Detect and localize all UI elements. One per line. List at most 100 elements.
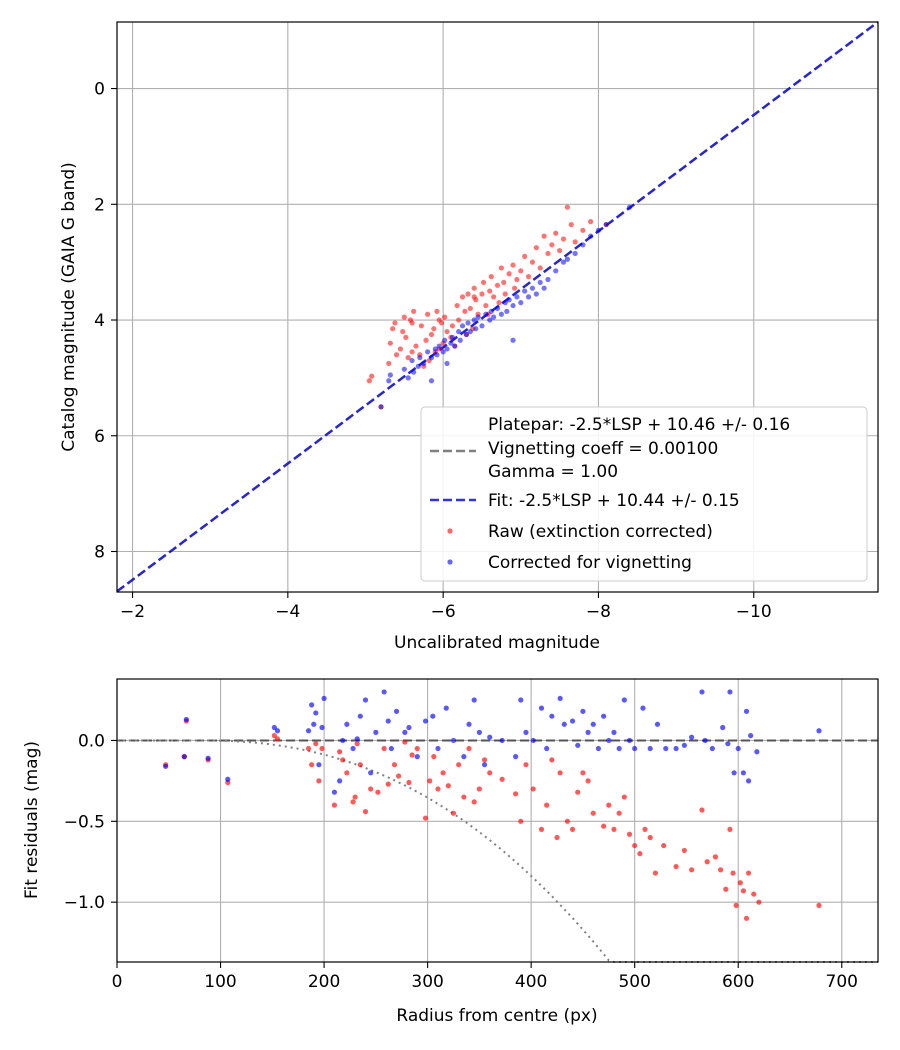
residuals-raw-point [632, 842, 638, 849]
residuals-corrected-point [745, 778, 752, 784]
calibration-xtick-label: −10 [736, 602, 772, 622]
calibration-raw-point [400, 328, 406, 335]
residuals-corrected-point [311, 721, 317, 727]
calibration-raw-point [366, 378, 372, 384]
residuals-raw-point [445, 783, 451, 789]
calibration-corrected-point [417, 355, 423, 361]
calibration-ytick-label: 0 [94, 80, 105, 100]
residuals-corrected-point [611, 729, 617, 735]
calibration-points [366, 204, 633, 410]
residuals-corrected-point [183, 716, 189, 723]
calibration-corrected-point [504, 308, 510, 314]
residuals-corrected-point [435, 745, 441, 752]
residuals-ytick-label: −0.5 [64, 812, 105, 832]
residuals-raw-point [756, 899, 762, 905]
calibration-raw-point [514, 276, 520, 283]
calibration-corrected-point [502, 300, 508, 306]
calibration-raw-point [386, 360, 392, 367]
calibration-raw-point [553, 230, 559, 236]
residuals-corrected-point [274, 728, 281, 734]
calibration-raw-point [442, 314, 448, 320]
calibration-raw-point [454, 302, 460, 309]
residuals-corrected-point [561, 721, 567, 727]
residuals-corrected-point [640, 705, 646, 711]
residuals-corrected-point [585, 729, 591, 735]
residuals-corrected-point [621, 697, 627, 703]
calibration-corrected-point [459, 323, 466, 329]
calibration-xtick-label: −4 [275, 602, 300, 622]
calibration-corrected-point [626, 204, 633, 210]
calibration-xtick-label: −6 [431, 602, 456, 622]
calibration-raw-point [456, 317, 462, 323]
calibration-ytick-label: 8 [94, 542, 105, 562]
calibration-raw-point [496, 300, 502, 306]
calibration-corrected-point [494, 305, 501, 312]
residuals-raw-point [331, 802, 338, 808]
residuals-raw-point [740, 888, 747, 894]
legend-red-dot-swatch [447, 528, 453, 534]
calibration-corrected-point [425, 349, 431, 355]
residuals-raw-point [271, 733, 277, 739]
calibration-raw-point [501, 279, 507, 286]
residuals-corrected-point [271, 724, 277, 731]
calibration-raw-point [409, 320, 415, 326]
calibration-raw-point [560, 236, 567, 242]
residuals-raw-point [704, 859, 710, 865]
residuals-raw-point [673, 863, 679, 870]
residuals-corrected-point [735, 745, 741, 752]
legend-entry: Fit: -2.5*LSP + 10.44 +/- 0.15 [488, 491, 740, 511]
calibration-xtick-label: −8 [586, 602, 611, 622]
residuals-corrected-point [319, 724, 325, 731]
residuals-raw-point [461, 794, 467, 800]
residuals-frame [116, 678, 879, 963]
residuals-raw-point [414, 745, 420, 752]
residuals-raw-point [513, 791, 519, 797]
calibration-xlabel: Uncalibrated magnitude [394, 633, 600, 653]
calibration-raw-point [462, 308, 468, 314]
calibration-corrected-point [467, 328, 473, 335]
calibration-raw-point [392, 320, 398, 326]
residuals-xtick-label: 0 [112, 972, 123, 992]
calibration-corrected-point [442, 337, 448, 343]
legend-box [420, 406, 868, 582]
calibration-raw-point [425, 311, 431, 317]
residuals-corrected-point [699, 689, 705, 695]
calibration-corrected-point [545, 276, 551, 283]
residuals-corrected-point [499, 737, 505, 744]
residuals-corrected-point [702, 737, 708, 744]
residuals-raw-point [642, 826, 648, 832]
calibration-raw-point [449, 323, 456, 329]
residuals-xtick-label: 600 [722, 972, 754, 992]
calibration-raw-point [479, 291, 485, 297]
residuals-corrected-point [393, 708, 400, 714]
residuals-raw-point [647, 834, 653, 841]
residuals-corrected-point [689, 734, 695, 740]
residuals-raw-point [337, 749, 343, 755]
residuals-raw-point [402, 739, 408, 745]
legend-blue-dot-swatch [447, 559, 453, 565]
legend: Platepar: -2.5*LSP + 10.46 +/- 0.16 Vign… [420, 406, 868, 582]
calibration-raw-point [405, 355, 411, 361]
calibration-raw-point [465, 291, 471, 297]
residuals-corrected-point [385, 718, 391, 724]
calibration-corrected-point [603, 221, 609, 228]
residuals-raw-point [422, 815, 429, 821]
residuals-corrected-point [513, 754, 519, 760]
calibration-corrected-point [595, 227, 602, 233]
residuals-raw-point [699, 807, 705, 813]
residuals-corrected-point [601, 713, 607, 719]
residuals-corrected-point [590, 721, 596, 727]
calibration-raw-point [369, 373, 375, 379]
calibration-corrected-point [436, 343, 442, 349]
residuals-raw-point [580, 770, 586, 776]
calibration-ticks: −2 −4 −6 −8 −10 0 2 4 6 8 [94, 80, 772, 622]
residuals-raw-point [652, 870, 658, 876]
residuals-raw-point [730, 870, 736, 876]
residuals-raw-point [435, 786, 441, 792]
calibration-raw-point [483, 302, 489, 309]
calibration-raw-point [541, 233, 547, 239]
residuals-raw-point [554, 834, 560, 841]
calibration-corrected-point [487, 317, 493, 323]
